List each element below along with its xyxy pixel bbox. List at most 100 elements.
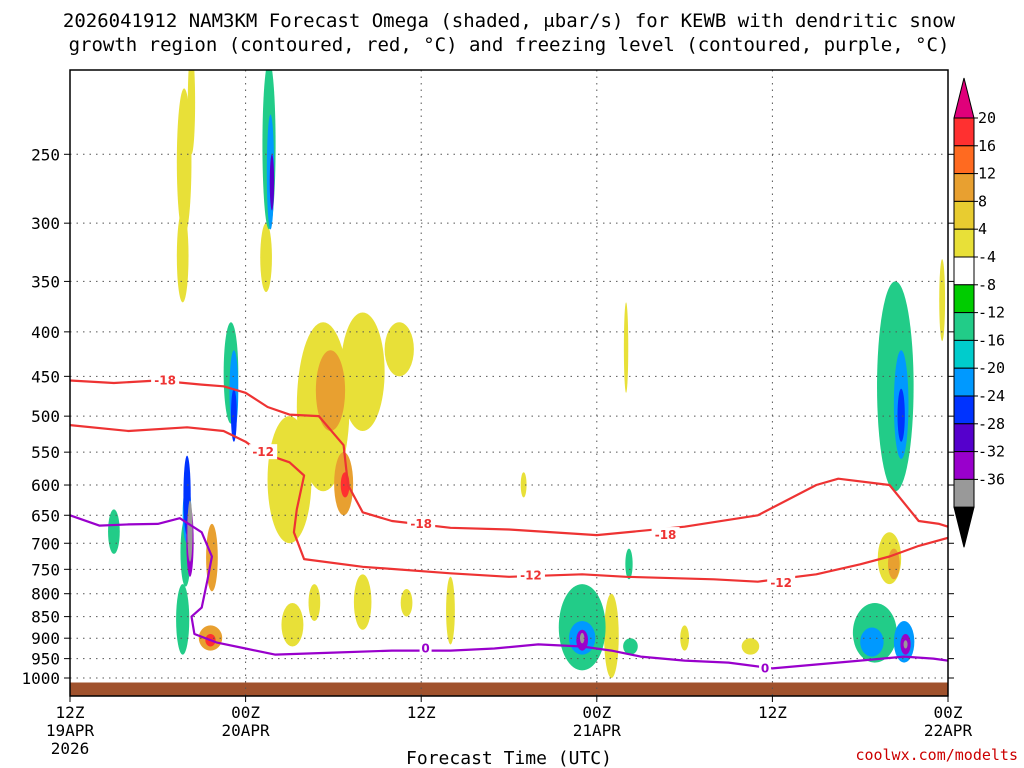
omega-cell xyxy=(281,603,304,647)
contour-label-bg xyxy=(767,575,796,591)
colorbar-label: 8 xyxy=(978,192,987,210)
colorbar-swatch xyxy=(953,200,975,230)
colorbar-swatch xyxy=(953,423,975,453)
colorbar-swatch xyxy=(953,367,975,397)
omega-cell xyxy=(860,627,884,657)
omega-cell xyxy=(176,584,190,655)
x-tick-label: 20APR xyxy=(222,721,271,740)
x-tick-label: 12Z xyxy=(407,703,436,722)
omega-cell xyxy=(176,88,192,236)
omega-cell xyxy=(520,472,527,498)
colorbar-swatch xyxy=(953,173,975,202)
x-tick-label: 00Z xyxy=(934,703,963,722)
x-tick-label: 19APR xyxy=(46,721,95,740)
x-axis-label: Forecast Time (UTC) xyxy=(406,748,612,768)
colorbar-label: -16 xyxy=(978,331,1005,349)
omega-cell xyxy=(340,312,385,431)
credit-link[interactable]: coolwx.com/modelts xyxy=(855,746,1018,764)
y-tick-label: 750 xyxy=(31,560,60,579)
contour-label: -18 xyxy=(154,374,176,388)
plot-frame xyxy=(69,69,949,697)
omega-cell xyxy=(187,500,193,562)
colorbar-label: -8 xyxy=(978,276,996,294)
omega-cell xyxy=(230,388,237,442)
y-tick-label: 800 xyxy=(31,585,60,604)
omega-cell xyxy=(903,640,908,649)
colorbar-swatch xyxy=(953,284,975,314)
omega-cell xyxy=(315,350,346,431)
y-tick-label: 350 xyxy=(31,272,60,291)
freezing-level-contour-line xyxy=(70,514,948,670)
dgz-contour-line xyxy=(70,424,948,583)
contour-label: -12 xyxy=(770,576,792,590)
plot-background xyxy=(70,70,948,696)
contour-label: -18 xyxy=(655,528,677,542)
omega-cell xyxy=(604,593,619,678)
colorbar-swatch xyxy=(953,478,975,508)
contour-label: -18 xyxy=(410,517,432,531)
omega-cell xyxy=(579,632,585,644)
y-tick-label: 600 xyxy=(31,476,60,495)
colorbar-swatch xyxy=(953,117,975,147)
omega-cell xyxy=(384,322,414,377)
contour-label-bg xyxy=(249,444,278,460)
contour-label: -12 xyxy=(252,445,274,459)
title-line-1: 2026041912 NAM3KM Forecast Omega (shaded… xyxy=(63,10,956,32)
omega-cell xyxy=(176,210,189,303)
omega-cell xyxy=(623,302,629,393)
colorbar: 20 16 12 8 4 -4 -8 -12 -16 -20 -24 -28 -32 -36 xyxy=(953,77,1005,548)
y-tick-label: 900 xyxy=(31,629,60,648)
contour-label-bg xyxy=(419,640,432,656)
dgz-contour-line xyxy=(70,379,948,537)
colorbar-label: -36 xyxy=(978,470,1005,488)
contour-label-bg xyxy=(759,660,772,676)
omega-cell xyxy=(939,259,946,342)
contour-lines xyxy=(70,379,948,670)
colorbar-label: -24 xyxy=(978,387,1005,405)
title-line-2: growth region (contoured, red, °C) and f… xyxy=(69,34,950,56)
x-tick-label: 12Z xyxy=(56,703,85,722)
colorbar-label: -12 xyxy=(978,304,1005,322)
colorbar-label: 16 xyxy=(978,137,996,155)
x-tick-label: 21APR xyxy=(573,721,622,740)
x-tick-label: 22APR xyxy=(924,721,973,740)
contour-label-bg xyxy=(516,567,545,583)
colorbar-label: -4 xyxy=(978,248,996,266)
colorbar-swatch xyxy=(953,312,975,341)
omega-cell xyxy=(680,625,689,651)
x-tick-label: 00Z xyxy=(582,703,611,722)
y-tick-label: 250 xyxy=(31,145,60,164)
colorbar-swatch xyxy=(953,256,975,286)
y-tick-label: 650 xyxy=(31,506,60,525)
y-tick-label: 550 xyxy=(31,443,60,462)
y-tick-label: 1000 xyxy=(21,669,60,688)
omega-cell xyxy=(260,223,272,293)
colorbar-label: -28 xyxy=(978,415,1005,433)
colorbar-bottom-arrow xyxy=(953,506,975,548)
colorbar-label: 20 xyxy=(978,109,996,127)
y-tick-label: 850 xyxy=(31,608,60,627)
x-tick-label: 2026 xyxy=(51,739,90,758)
colorbar-label: -20 xyxy=(978,359,1005,377)
colorbar-top-arrow xyxy=(953,77,975,119)
y-tick-label: 450 xyxy=(31,367,60,386)
x-tick-label: 00Z xyxy=(231,703,260,722)
contour-label: -12 xyxy=(520,568,542,582)
omega-cell xyxy=(269,154,275,211)
omega-cell xyxy=(353,574,372,630)
y-tick-label: 700 xyxy=(31,534,60,553)
colorbar-swatch xyxy=(953,339,975,369)
omega-cell xyxy=(623,638,638,655)
colorbar-swatch xyxy=(953,395,975,425)
contour-label: 0 xyxy=(421,642,429,656)
contour-label-bg xyxy=(407,515,436,531)
contour-labels: -18 -18 -18 -12 -12 -12 0 0 xyxy=(151,372,796,676)
y-tick-label: 950 xyxy=(31,650,60,669)
omega-cell xyxy=(187,70,196,155)
contour-label-bg xyxy=(151,372,180,388)
y-tick-label: 300 xyxy=(31,214,60,233)
omega-cell xyxy=(741,638,760,655)
colorbar-label: 4 xyxy=(978,220,987,238)
